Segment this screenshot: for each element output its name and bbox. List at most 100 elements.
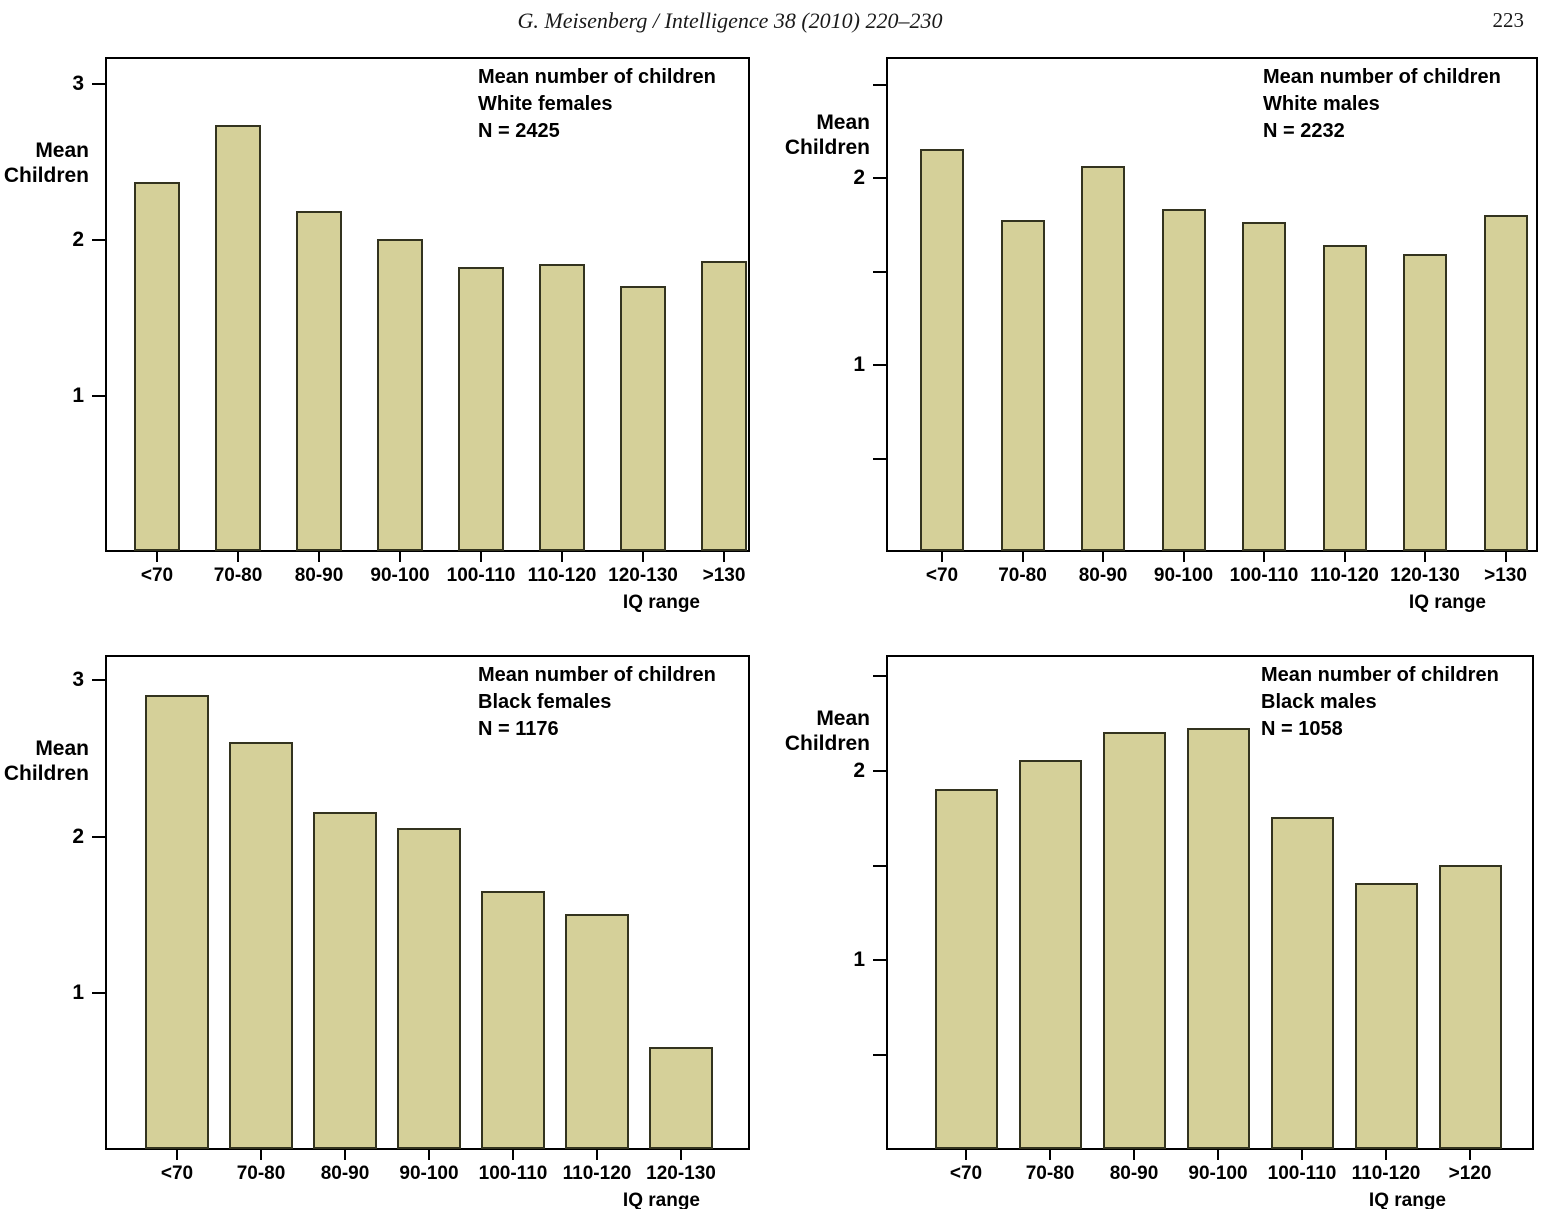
bar (1102, 731, 1166, 1149)
x-tick-mark (512, 1150, 514, 1160)
x-tick-label: 70-80 (998, 565, 1047, 586)
y-tick-label: 2 (72, 824, 84, 848)
bar (313, 812, 377, 1149)
y-tick-mark (873, 457, 886, 460)
bar (620, 285, 666, 551)
y-tick-label: 1 (72, 383, 84, 407)
x-tick-label: 100-110 (446, 565, 516, 586)
x-tick-mark (1504, 552, 1507, 562)
y-tick-mark (873, 364, 886, 367)
y-tick-mark (92, 394, 105, 397)
chart-title: Mean number of children (1263, 66, 1501, 88)
y-tick-label: 1 (853, 948, 865, 972)
x-tick-mark (428, 1150, 430, 1160)
chart-title: Mean number of children (478, 664, 716, 686)
bar (397, 827, 461, 1149)
bar (229, 741, 293, 1149)
bar (1354, 883, 1418, 1149)
chart-black-males: Mean Children 1 2 <70 70-80 80-90 90-100 100-11… (785, 655, 1534, 1209)
chart-n-label: N = 2232 (1263, 120, 1345, 142)
x-tick-mark (1021, 552, 1024, 562)
chart-subtitle: White females (478, 93, 613, 115)
x-tick-mark (561, 552, 563, 562)
bar (934, 788, 998, 1149)
chart-title-block: Mean number of children Black males N = 10… (1261, 662, 1499, 743)
bar (1161, 209, 1206, 551)
y-tick-mark (92, 835, 105, 838)
x-tick-mark (1049, 1150, 1051, 1160)
bar (920, 149, 964, 551)
chart-white-females: Mean Children 1 2 3 <70 70-80 80-90 90-100 100-1… (4, 57, 750, 613)
bar (1483, 214, 1528, 551)
x-tick-mark (1424, 552, 1426, 562)
x-tick-label: <70 (949, 1163, 983, 1184)
x-tick-mark (1343, 552, 1346, 562)
bar (134, 182, 180, 551)
y-tick-label: 1 (72, 981, 84, 1005)
y-axis-label: Mean Children (3, 139, 89, 187)
x-tick-mark (156, 552, 158, 562)
x-tick-mark (344, 1150, 346, 1160)
chart-subtitle: Black males (1261, 691, 1377, 713)
bar (539, 263, 585, 551)
bar (296, 210, 342, 551)
x-tick-mark (176, 1150, 178, 1160)
bar (1242, 222, 1286, 551)
y-tick-label: 2 (853, 166, 865, 190)
bar (565, 914, 629, 1149)
x-tick-label: 110-120 (1310, 565, 1379, 586)
y-tick-mark (92, 992, 105, 995)
x-tick-label: 80-90 (1109, 1163, 1159, 1184)
x-tick-mark (399, 552, 401, 562)
chart-title-block: Mean number of children White males N = 22… (1263, 64, 1501, 145)
y-tick-mark (873, 84, 886, 87)
x-tick-label: 120-130 (608, 565, 678, 586)
bar (1322, 244, 1367, 551)
x-tick-label: 100-110 (478, 1163, 548, 1184)
bar (1186, 727, 1250, 1149)
chart-n-label: N = 1176 (478, 718, 559, 740)
y-tick-mark (92, 238, 105, 241)
x-tick-label: >120 (1448, 1163, 1492, 1184)
chart-title: Mean number of children (478, 66, 716, 88)
chart-title-block: Mean number of children White females N = … (478, 64, 716, 145)
y-tick-label: 2 (853, 758, 865, 782)
x-tick-mark (642, 552, 644, 562)
x-tick-label: 90-100 (1188, 1163, 1248, 1184)
y-tick-mark (873, 959, 886, 962)
chart-subtitle: Black females (478, 691, 612, 713)
x-tick-mark (1301, 1150, 1303, 1160)
y-axis-label: Mean Children (784, 707, 870, 755)
chart-subtitle: White males (1263, 93, 1380, 115)
x-tick-mark (260, 1150, 262, 1160)
x-tick-mark (1133, 1150, 1135, 1160)
y-tick-mark (92, 679, 105, 682)
x-tick-label: 120-130 (646, 1163, 716, 1184)
chart-n-label: N = 2425 (478, 120, 560, 142)
x-tick-mark (965, 1150, 967, 1160)
x-tick-label: 90-100 (399, 1163, 459, 1184)
chart-title-block: Mean number of children Black females N = … (478, 662, 716, 743)
x-tick-mark (1469, 1150, 1471, 1160)
bar (1270, 817, 1334, 1149)
bar (1018, 760, 1082, 1149)
x-tick-mark (1217, 1150, 1219, 1160)
x-tick-mark (1385, 1150, 1387, 1160)
x-tick-label: 120-130 (1390, 565, 1460, 586)
chart-n-label: N = 1058 (1261, 718, 1343, 740)
y-tick-mark (873, 864, 886, 867)
x-tick-mark (318, 552, 320, 562)
x-axis-label: IQ range (1368, 1190, 1446, 1209)
y-tick-mark (873, 674, 886, 677)
x-tick-label: 80-90 (294, 565, 344, 586)
y-tick-label: 3 (72, 668, 84, 692)
x-tick-mark (1182, 552, 1185, 562)
bar (649, 1047, 713, 1149)
y-tick-mark (873, 177, 886, 180)
x-tick-label: <70 (140, 565, 174, 586)
x-axis-label: IQ range (622, 1190, 700, 1209)
page-number: 223 (1492, 8, 1525, 32)
bar (377, 238, 423, 551)
y-axis-label: Mean Children (784, 111, 870, 159)
bar (215, 124, 261, 551)
